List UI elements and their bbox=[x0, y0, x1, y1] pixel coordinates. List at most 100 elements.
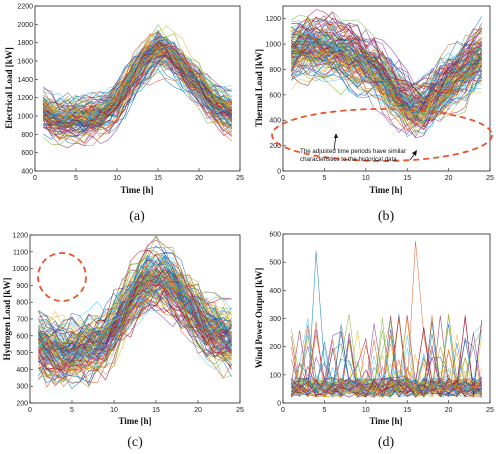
series-line bbox=[42, 57, 232, 136]
series-line bbox=[38, 262, 232, 361]
y-tick-label: 1800 bbox=[17, 40, 33, 47]
panel-a-frame bbox=[34, 5, 241, 172]
panel-c-xticks: 0 5 10 15 20 25 bbox=[28, 400, 244, 414]
series-line bbox=[38, 267, 232, 340]
panel-a-lines bbox=[42, 24, 233, 149]
panel-b-lines bbox=[291, 9, 482, 139]
y-tick-label: 1100 bbox=[13, 249, 28, 256]
series-line bbox=[291, 23, 482, 105]
y-tick-label: 800 bbox=[16, 300, 28, 307]
x-tick-label: 0 bbox=[28, 407, 32, 414]
panel-b-frame bbox=[282, 5, 491, 172]
series-line bbox=[38, 279, 232, 369]
series-line bbox=[291, 357, 482, 398]
y-tick-label: 700 bbox=[16, 317, 28, 324]
panel-b-annotation-line-1: The adjusted time periods have similar bbox=[300, 148, 406, 155]
x-tick-label: 25 bbox=[486, 175, 494, 182]
series-line bbox=[291, 50, 482, 118]
x-tick-label: 25 bbox=[486, 407, 494, 414]
y-tick-label: 1400 bbox=[17, 77, 33, 84]
series-line bbox=[38, 266, 232, 335]
series-line bbox=[42, 32, 232, 127]
series-line bbox=[38, 263, 232, 339]
panel-d-xticks: 0 5 10 15 20 25 bbox=[281, 400, 494, 414]
x-tick-label: 0 bbox=[281, 175, 285, 182]
series-line bbox=[38, 235, 232, 352]
y-tick-label: 200 bbox=[16, 401, 28, 408]
series-line bbox=[43, 45, 232, 127]
panel-c-xlabel: Time [h] bbox=[118, 416, 151, 426]
series-line bbox=[38, 260, 232, 355]
x-tick-label: 5 bbox=[70, 407, 74, 414]
series-line bbox=[291, 318, 482, 398]
series-line bbox=[42, 46, 232, 146]
series-line bbox=[291, 23, 482, 103]
y-tick-label: 600 bbox=[21, 150, 33, 157]
series-line bbox=[291, 54, 482, 125]
y-tick-label: 2200 bbox=[17, 4, 33, 11]
y-tick-label: 0 bbox=[277, 401, 281, 408]
panel-b-xlabel: Time [h] bbox=[369, 185, 402, 195]
x-tick-label: 5 bbox=[322, 175, 326, 182]
y-tick-label: 1000 bbox=[12, 266, 28, 273]
y-tick-label: 400 bbox=[21, 169, 33, 176]
panel-c-ylabel: Hydrogen Load [kW] bbox=[2, 278, 12, 361]
series-line bbox=[38, 295, 232, 376]
x-tick-label: 20 bbox=[194, 407, 202, 414]
y-tick-label: 900 bbox=[16, 283, 28, 290]
panel-c-annotation-ellipse bbox=[37, 252, 87, 302]
series-line bbox=[38, 287, 232, 368]
series-line bbox=[291, 339, 482, 398]
caption-c: (c) bbox=[127, 435, 143, 450]
series-line bbox=[291, 41, 482, 130]
panel-a: 400 600 800 1000 1200 1400 1600 1800 2000 2200 0 5… bbox=[4, 4, 244, 196]
series-line bbox=[43, 46, 232, 117]
panel-b-ylabel: Thermal Load [kW] bbox=[254, 49, 264, 127]
series-line bbox=[43, 41, 232, 124]
panel-a-yticks: 400 600 800 1000 1200 1400 1600 1800 2000 2200 bbox=[17, 4, 38, 176]
panel-b-annotation-ellipse bbox=[271, 108, 493, 162]
y-tick-label: 100 bbox=[269, 372, 281, 379]
x-tick-label: 15 bbox=[403, 175, 411, 182]
x-tick-label: 10 bbox=[362, 175, 370, 182]
y-tick-label: 600 bbox=[269, 232, 281, 239]
series-line bbox=[291, 9, 482, 110]
panel-b-annotation: The adjusted time periods have similar c… bbox=[300, 148, 408, 163]
series-line bbox=[43, 59, 232, 125]
x-tick-label: 10 bbox=[110, 407, 118, 414]
y-tick-label: 600 bbox=[16, 333, 28, 340]
y-tick-label: 200 bbox=[269, 344, 281, 351]
series-line bbox=[291, 54, 482, 133]
x-tick-label: 15 bbox=[154, 175, 162, 182]
y-tick-label: 400 bbox=[16, 367, 28, 374]
series-line bbox=[291, 318, 482, 398]
panel-c: 200 300 400 500 600 700 800 900 1000 1100 1200 0 5 1… bbox=[2, 233, 244, 427]
caption-b: (b) bbox=[378, 209, 395, 224]
x-tick-label: 10 bbox=[113, 175, 121, 182]
x-tick-label: 20 bbox=[195, 175, 203, 182]
y-tick-label: 400 bbox=[269, 288, 281, 295]
y-tick-label: 300 bbox=[269, 316, 281, 323]
panel-a-ylabel: Electrical Load [kW] bbox=[4, 47, 14, 129]
series-line bbox=[291, 47, 482, 121]
series-line bbox=[291, 16, 482, 101]
series-line bbox=[291, 36, 482, 110]
x-tick-label: 25 bbox=[236, 407, 244, 414]
series-line bbox=[43, 54, 232, 128]
y-tick-label: 0 bbox=[277, 169, 281, 176]
series-line bbox=[291, 39, 482, 122]
x-tick-label: 25 bbox=[236, 175, 244, 182]
y-tick-label: 500 bbox=[16, 350, 28, 357]
x-tick-label: 20 bbox=[445, 407, 453, 414]
y-tick-label: 1000 bbox=[17, 114, 33, 121]
y-tick-label: 1200 bbox=[17, 95, 33, 102]
series-line bbox=[38, 280, 232, 388]
series-line bbox=[291, 20, 482, 103]
series-line bbox=[291, 335, 482, 398]
panel-b-annotation-arrowhead-1 bbox=[334, 133, 338, 138]
x-tick-label: 0 bbox=[281, 407, 285, 414]
y-tick-label: 1600 bbox=[17, 59, 33, 66]
series-line bbox=[291, 44, 482, 123]
x-tick-label: 5 bbox=[74, 175, 78, 182]
series-line bbox=[291, 36, 482, 96]
